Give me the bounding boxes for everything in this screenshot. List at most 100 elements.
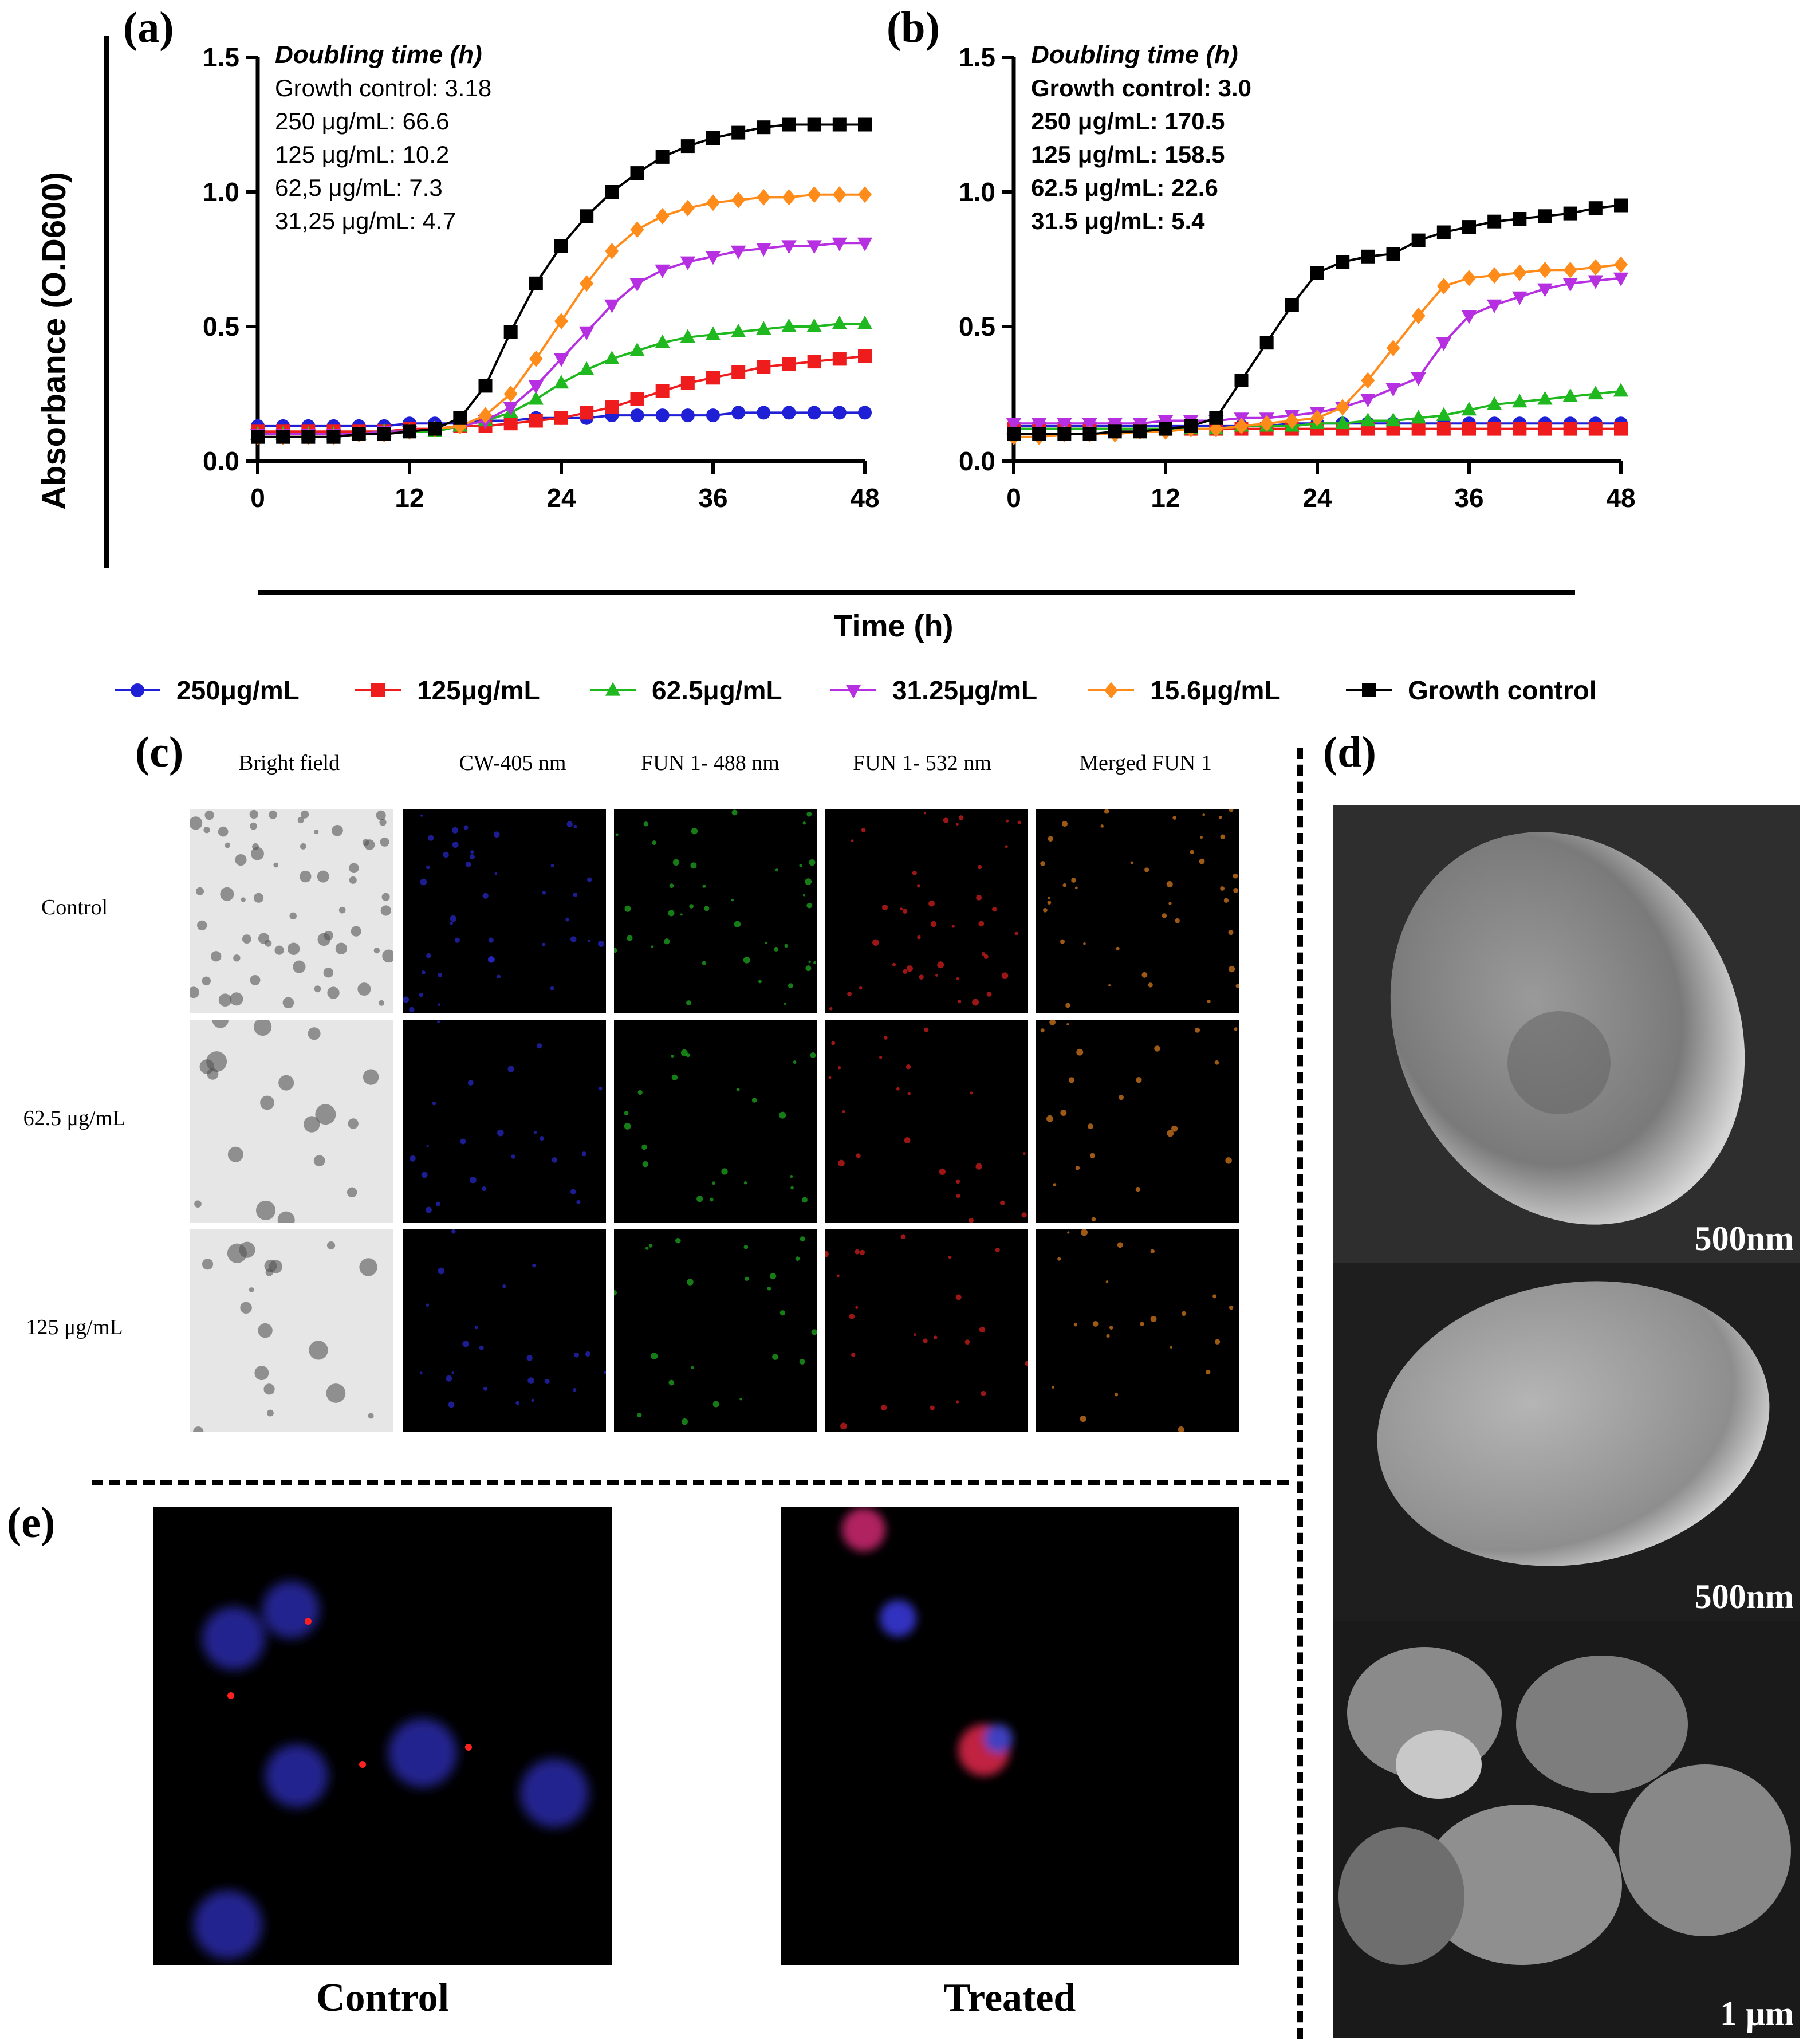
- x-tick-label: 0: [1006, 483, 1021, 513]
- data-point: [680, 139, 695, 154]
- data-point: [503, 386, 518, 402]
- data-point: [1436, 337, 1452, 351]
- y-tick-label: 1.0: [203, 177, 239, 207]
- micrograph-texture: [614, 809, 816, 1006]
- legend-label: 15.6μg/mL: [1150, 675, 1281, 705]
- data-point: [630, 221, 644, 238]
- legend-item: 62.5μg/mL: [590, 667, 782, 713]
- data-point: [1336, 255, 1350, 269]
- data-point: [832, 186, 847, 203]
- data-point: [1486, 299, 1502, 313]
- data-point: [858, 186, 872, 203]
- col-header-merged-fun1: Merged FUN 1: [1079, 751, 1212, 775]
- data-point: [1513, 264, 1527, 281]
- x-tick-label: 48: [850, 483, 879, 513]
- doubling-time-entry: 125 μg/mL: 10.2: [275, 141, 449, 168]
- data-point: [1436, 225, 1451, 239]
- micrograph-cell: [190, 1020, 393, 1223]
- data-point: [1588, 201, 1603, 215]
- data-point: [1588, 259, 1603, 276]
- legend-marker-shape: [371, 683, 385, 697]
- doubling-time-entry: Growth control: 3.0: [1031, 74, 1251, 101]
- data-point: [857, 315, 873, 329]
- micrograph-texture: [829, 812, 1022, 1011]
- data-point: [1563, 261, 1577, 278]
- x-tick-label: 48: [1606, 483, 1635, 513]
- data-point: [756, 243, 771, 257]
- panel-label-c: (c): [135, 728, 184, 776]
- data-point: [832, 237, 848, 251]
- x-tick-label: 0: [250, 483, 265, 513]
- data-point: [1057, 418, 1072, 432]
- legend: 250μg/mL 125μg/mL 62.5μg/mL 31.25μg/mL 15.6μ…: [115, 667, 1695, 713]
- data-point: [1562, 278, 1578, 292]
- data-point: [858, 117, 872, 132]
- data-point: [554, 313, 568, 329]
- data-point: [1031, 418, 1047, 432]
- legend-label: 250μg/mL: [176, 675, 300, 705]
- micrograph-cell: [1036, 1229, 1239, 1432]
- legend-marker-shape: [1104, 682, 1118, 699]
- micrograph-cell: [403, 1020, 606, 1223]
- data-point: [377, 427, 391, 441]
- data-point: [553, 375, 569, 389]
- series-line: [258, 242, 865, 435]
- data-point: [1285, 298, 1299, 312]
- micrograph-cell: [825, 1229, 1028, 1432]
- doubling-time-title: Doubling time (h): [1031, 41, 1238, 69]
- data-point: [578, 361, 595, 375]
- data-point: [1513, 422, 1527, 436]
- data-point: [757, 189, 771, 206]
- data-point: [1310, 410, 1324, 427]
- data-point: [706, 408, 720, 423]
- data-point: [630, 392, 644, 406]
- data-point: [1108, 424, 1122, 439]
- data-point: [1614, 198, 1628, 213]
- label-control: Control: [316, 1976, 450, 2020]
- data-point: [1361, 249, 1375, 264]
- data-point: [730, 245, 746, 260]
- y-tick-label: 1.5: [203, 42, 239, 72]
- data-point: [453, 411, 467, 425]
- data-point: [1411, 410, 1426, 424]
- data-point: [781, 240, 797, 254]
- data-point: [630, 408, 644, 423]
- data-point: [655, 334, 670, 348]
- data-point: [1538, 261, 1552, 278]
- data-point: [1537, 283, 1553, 297]
- data-point: [478, 407, 493, 424]
- legend-marker: [115, 683, 160, 697]
- horizontal-dashed-separator: [92, 1480, 1289, 1485]
- data-point: [428, 422, 442, 436]
- legend-marker-shape: [1362, 683, 1376, 697]
- data-point: [1462, 270, 1476, 286]
- sem-cell-2: [1333, 1263, 1800, 1621]
- data-point: [1082, 418, 1097, 432]
- data-point: [1032, 427, 1046, 441]
- data-point: [629, 278, 645, 292]
- data-point: [251, 430, 265, 444]
- data-point: [731, 191, 746, 209]
- y-tick-label: 1.0: [959, 177, 995, 207]
- data-point: [1461, 310, 1477, 324]
- data-point: [554, 411, 568, 425]
- fluorescence-image-treated: [781, 1507, 1239, 1965]
- data-point: [529, 414, 543, 428]
- micrograph-cell: [825, 809, 1028, 1013]
- y-tick-label: 0.5: [203, 312, 239, 341]
- y-axis-label: Absorbance (O.D600): [32, 169, 77, 513]
- vertical-dashed-separator: [1297, 748, 1303, 2039]
- data-point: [1007, 427, 1021, 441]
- sem-image-3: 1 μm: [1333, 1621, 1800, 2038]
- micrograph-cell: [403, 809, 606, 1013]
- legend-label: 31.25μg/mL: [892, 675, 1038, 705]
- row-header-125: 125 μg/mL: [26, 1315, 123, 1339]
- data-point: [605, 400, 619, 414]
- legend-marker: [830, 685, 876, 699]
- data-point: [1209, 411, 1223, 425]
- data-point: [807, 186, 821, 203]
- chart-a: 0.0 0.5 1.0 1.5 0 12 24 36 48 Doubling time (h) Gr…: [203, 41, 880, 513]
- legend-item: 31.25μg/mL: [830, 667, 1037, 713]
- data-point: [655, 150, 670, 164]
- data-point: [1614, 256, 1628, 273]
